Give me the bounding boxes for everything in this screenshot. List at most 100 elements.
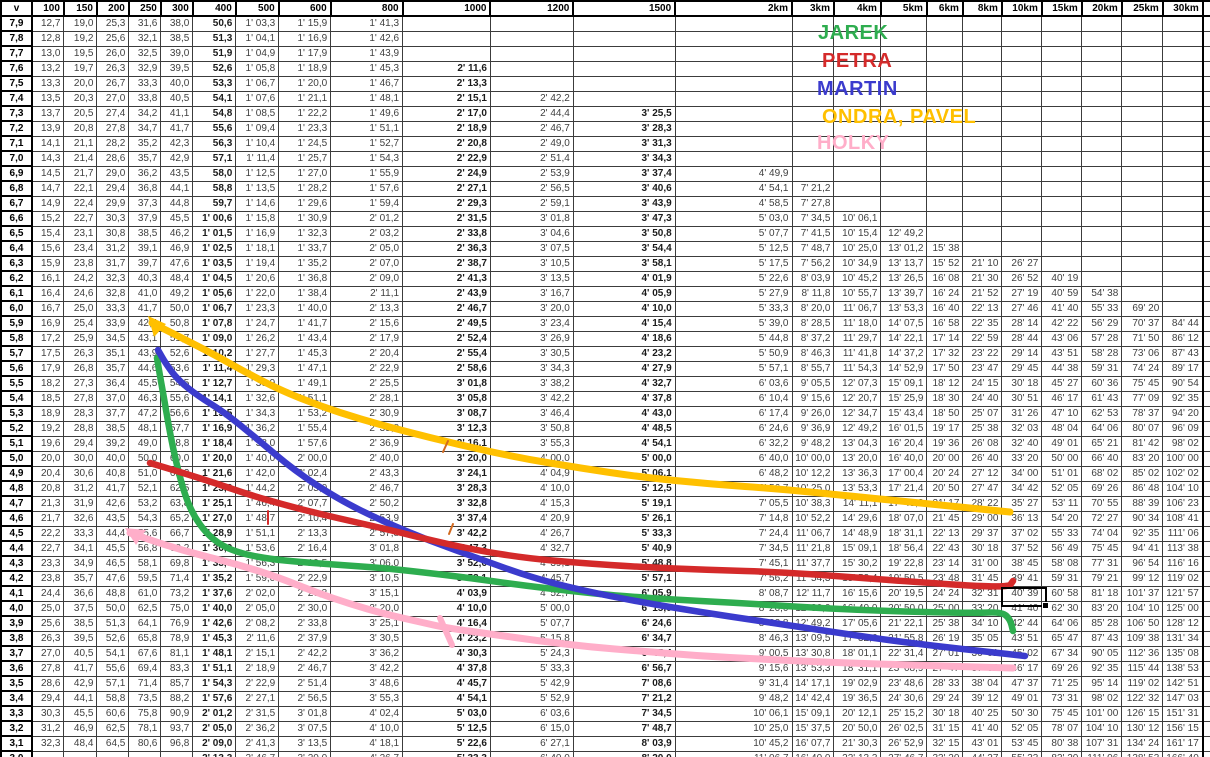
cell-1200-v3,8[interactable]: 5' 15,8 [489, 630, 574, 647]
cell-500-v5,8[interactable]: 1' 26,2 [235, 330, 280, 347]
cell-20km-v6,1[interactable]: 54' 38 [1081, 285, 1123, 302]
cell-500-v7,6[interactable]: 1' 05,8 [235, 60, 280, 77]
cell-300-v5,3[interactable]: 56,6 [160, 405, 194, 422]
cell-4km-v3,9[interactable]: 17' 05,6 [833, 615, 882, 632]
cell-30km-v3,1[interactable]: 161' 17 [1162, 735, 1204, 752]
cell-25km-v4,1[interactable]: 101' 37 [1121, 585, 1164, 602]
cell-6km-v3,1[interactable]: 32' 15 [926, 735, 964, 752]
cell-150-v5,0[interactable]: 30,0 [63, 450, 98, 467]
cell-25km-v7,6[interactable] [1121, 60, 1164, 77]
cell-1200-v7,9[interactable] [489, 15, 574, 32]
cell-1200-v4,4[interactable]: 4' 32,7 [489, 540, 574, 557]
cell-3km-v5,1[interactable]: 9' 48,2 [791, 435, 835, 452]
cell-250-v7,6[interactable]: 32,9 [128, 60, 162, 77]
cell-500-v4,7[interactable]: 1' 46,4 [235, 495, 280, 512]
cell-150-v6,6[interactable]: 22,7 [63, 210, 98, 227]
cell-250-v5,6[interactable]: 44,6 [128, 360, 162, 377]
row-header-v[interactable]: 5,3 [0, 405, 33, 422]
column-header-8km[interactable]: 8km [961, 0, 1003, 17]
cell-20km-v4,2[interactable]: 79' 21 [1081, 570, 1123, 587]
cell-1200-v7,5[interactable] [489, 75, 574, 92]
cell-6km-v6,2[interactable]: 16' 08 [926, 270, 964, 287]
row-header-v[interactable]: 6,2 [0, 270, 33, 287]
cell-2km-v6,4[interactable]: 5' 12,5 [674, 240, 793, 257]
cell-6km-v6,6[interactable] [926, 210, 964, 227]
cell-400-v4,4[interactable]: 1' 30,9 [192, 540, 237, 557]
cell-100-v6,2[interactable]: 16,1 [31, 270, 65, 287]
column-header-600[interactable]: 600 [277, 0, 332, 17]
cell-10km-v3,3[interactable]: 50' 30 [1001, 705, 1043, 722]
cell-200-v6,9[interactable]: 29,0 [96, 165, 130, 182]
cell-250-v7,5[interactable]: 33,3 [128, 75, 162, 92]
cell-400-v6,9[interactable]: 58,0 [192, 165, 237, 182]
cell-600-v6,0[interactable]: 1' 40,0 [278, 300, 332, 317]
cell-250-v5,9[interactable]: 42,4 [128, 315, 162, 332]
cell-20km-v5,8[interactable]: 57' 28 [1081, 330, 1123, 347]
cell-2km-v5,0[interactable]: 6' 40,0 [674, 450, 793, 467]
cell-200-v6,2[interactable]: 32,3 [96, 270, 130, 287]
cell-100-v3,8[interactable]: 26,3 [31, 630, 65, 647]
cell-300-v4,4[interactable]: 68,2 [160, 540, 194, 557]
cell-2km-v5,8[interactable]: 5' 44,8 [674, 330, 793, 347]
cell-400-v6,5[interactable]: 1' 01,5 [192, 225, 237, 242]
cell-1200-v6,9[interactable]: 2' 53,9 [489, 165, 574, 182]
cell-800-v5,7[interactable]: 2' 20,4 [330, 345, 404, 362]
cell-800-v7,7[interactable]: 1' 43,9 [330, 45, 404, 62]
cell-5km-v6,5[interactable]: 12' 49,2 [880, 225, 928, 242]
cell-25km-v3,9[interactable]: 106' 50 [1121, 615, 1164, 632]
cell-25km-v3,2[interactable]: 130' 12 [1121, 720, 1164, 737]
cell-8km-v5,1[interactable]: 26' 08 [962, 435, 1003, 452]
column-header-200[interactable]: 200 [95, 0, 130, 17]
cell-15km-v5,3[interactable]: 47' 10 [1041, 405, 1083, 422]
cell-300-v5,6[interactable]: 53,6 [160, 360, 194, 377]
cell-100-v6,9[interactable]: 14,5 [31, 165, 65, 182]
cell-5km-v5,0[interactable]: 16' 40,0 [880, 450, 928, 467]
cell-400-v6,8[interactable]: 58,8 [192, 180, 237, 197]
cell-30km-v7,0[interactable] [1162, 150, 1204, 167]
cell-800-v5,0[interactable]: 2' 40,0 [330, 450, 404, 467]
cell-2km-v6,6[interactable]: 5' 03,0 [674, 210, 793, 227]
cell-30km-v3,3[interactable]: 151' 31 [1162, 705, 1204, 722]
cell-150-v6,0[interactable]: 25,0 [63, 300, 98, 317]
row-header-v[interactable]: 6,4 [0, 240, 33, 257]
cell-5km-v4,8[interactable]: 17' 21,4 [880, 480, 928, 497]
cell-250-v5,4[interactable]: 46,3 [128, 390, 162, 407]
cell-20km-v7,3[interactable] [1081, 105, 1123, 122]
cell-4km-v5,4[interactable]: 12' 20,7 [833, 390, 882, 407]
cell-5km-v6,3[interactable]: 13' 13,7 [880, 255, 928, 272]
cell-200-v4,8[interactable]: 41,7 [96, 480, 130, 497]
cell-500-v5,9[interactable]: 1' 24,7 [235, 315, 280, 332]
cell-15km-v3,6[interactable]: 69' 26 [1041, 660, 1083, 677]
cell-4km-v6,1[interactable]: 10' 55,7 [833, 285, 882, 302]
cell-1200-v4,6[interactable]: 4' 20,9 [489, 510, 574, 527]
cell-150-v6,1[interactable]: 24,6 [63, 285, 98, 302]
cell-30km-v6,5[interactable] [1162, 225, 1204, 242]
cell-6km-v4,8[interactable]: 20' 50 [926, 480, 964, 497]
cell-20km-v7,1[interactable] [1081, 135, 1123, 152]
cell-1000-v7,1[interactable]: 2' 20,8 [402, 135, 491, 152]
cell-1500-v3,4[interactable]: 7' 21,2 [572, 690, 676, 707]
fill-handle[interactable] [1042, 602, 1049, 609]
cell-500-v3,7[interactable]: 2' 15,1 [235, 645, 280, 662]
cell-6km-v4,6[interactable]: 21' 45 [926, 510, 964, 527]
cell-200-v6,6[interactable]: 30,3 [96, 210, 130, 227]
cell-25km-v5,4[interactable]: 77' 09 [1121, 390, 1164, 407]
cell-8km-v6,9[interactable] [962, 165, 1003, 182]
cell-300-v6,6[interactable]: 45,5 [160, 210, 194, 227]
cell-8km-v6,3[interactable]: 21' 10 [962, 255, 1003, 272]
cell-500-v7,9[interactable]: 1' 03,3 [235, 15, 280, 32]
cell-4km-v4,9[interactable]: 13' 36,3 [833, 465, 882, 482]
cell-1000-v7,2[interactable]: 2' 18,9 [402, 120, 491, 137]
cell-15km-v7,4[interactable] [1041, 90, 1083, 107]
cell-10km-v7,9[interactable] [1001, 15, 1043, 32]
cell-200-v5,2[interactable]: 38,5 [96, 420, 130, 437]
cell-200-v3,7[interactable]: 54,1 [96, 645, 130, 662]
cell-250-v5,1[interactable]: 49,0 [128, 435, 162, 452]
cell-10km-v5,0[interactable]: 33' 20 [1001, 450, 1043, 467]
cell-600-v5,3[interactable]: 1' 53,2 [278, 405, 332, 422]
cell-30km-v5,0[interactable]: 100' 00 [1162, 450, 1204, 467]
cell-1200-v3,1[interactable]: 6' 27,1 [489, 735, 574, 752]
cell-150-v3,4[interactable]: 44,1 [63, 690, 98, 707]
cell-1500-v6,5[interactable]: 3' 50,8 [572, 225, 676, 242]
cell-1000-v7,6[interactable]: 2' 11,6 [402, 60, 491, 77]
